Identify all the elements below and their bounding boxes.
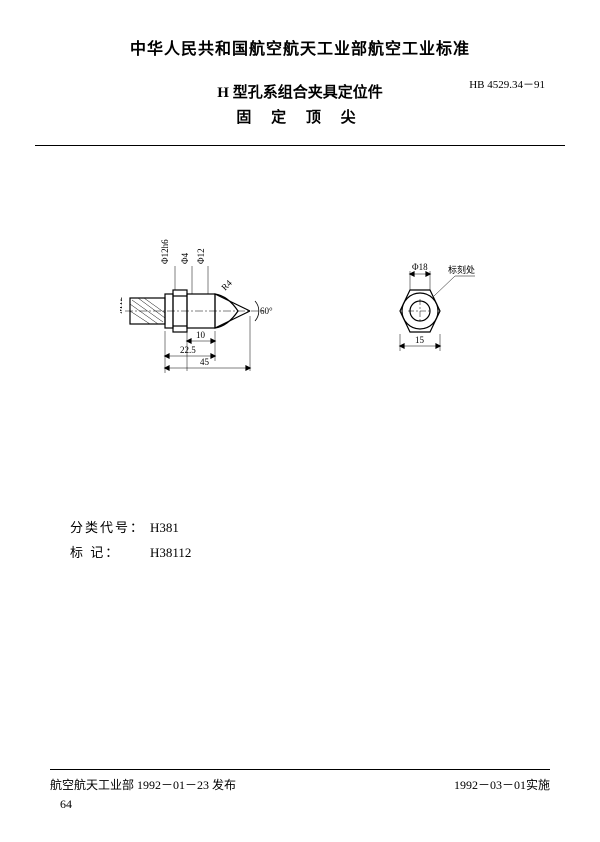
thread-label: M12 (120, 297, 124, 314)
dim-15: 15 (415, 335, 425, 345)
side-view-drawing: M12 Φ12h6 Φ4 Φ12 R4 60° 10 22.5 45 (120, 236, 320, 386)
class-value-2: H38112 (150, 541, 191, 566)
dim-22-5: 22.5 (180, 345, 196, 355)
dia-label-3: Φ12 (196, 248, 206, 264)
classification-block: 分类代号： H381 标 记： H38112 (70, 516, 550, 565)
issue-text: 航空航天工业部 1992－01－23 发布 (50, 776, 236, 793)
technical-drawing: M12 Φ12h6 Φ4 Φ12 R4 60° 10 22.5 45 (50, 236, 550, 386)
dim-10: 10 (196, 330, 206, 340)
page-number: 64 (60, 797, 550, 812)
dia-label-2: Φ4 (180, 252, 190, 264)
footer-divider (50, 769, 550, 770)
class-label-1: 分类代号： (70, 516, 150, 541)
angle-label: 60° (260, 306, 273, 316)
outer-dia-label: Φ18 (412, 262, 428, 272)
doc-title-line1: H 型孔系组合夹具定位件 (217, 81, 382, 102)
marking-label: 标刻处 (448, 264, 475, 275)
end-view-drawing: Φ18 标刻处 15 (360, 236, 480, 386)
standard-code: HB 4529.34－91 (469, 76, 545, 92)
radius-label: R4 (219, 278, 234, 293)
class-label-2: 标 记： (70, 541, 150, 566)
header-divider (35, 145, 565, 146)
org-title: 中华人民共和国航空航天工业部航空工业标准 (50, 35, 550, 59)
page-footer: 航空航天工业部 1992－01－23 发布 1992－03－01实施 64 (50, 769, 550, 812)
effective-text: 1992－03－01实施 (454, 776, 550, 793)
dim-45: 45 (200, 357, 210, 367)
class-value-1: H381 (150, 516, 179, 541)
dia-label-1: Φ12h6 (160, 239, 170, 264)
doc-title-line2: 固 定 顶 尖 (50, 106, 550, 127)
